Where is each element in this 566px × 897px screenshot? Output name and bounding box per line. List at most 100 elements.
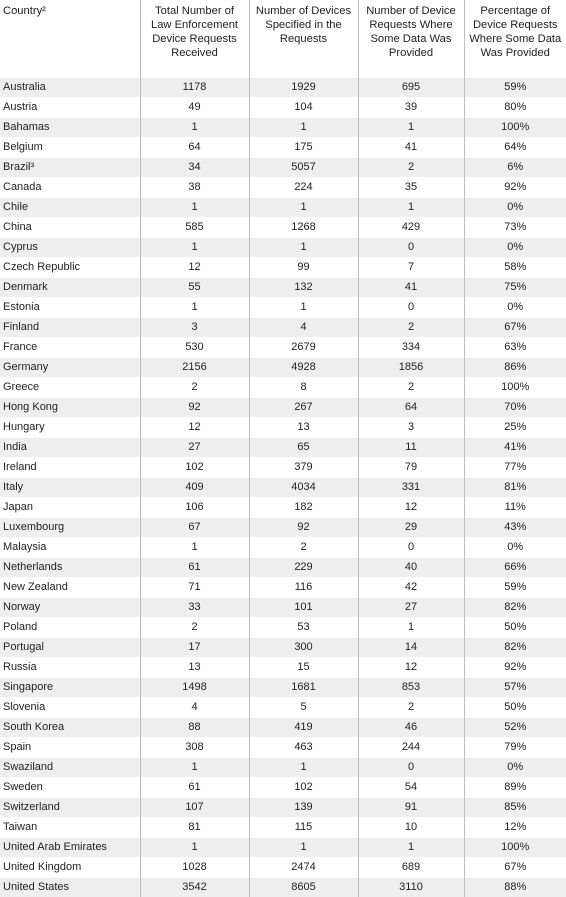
cell-total-requests: 61 bbox=[140, 778, 249, 798]
cell-percentage-data-provided: 0% bbox=[464, 298, 566, 318]
cell-country: Japan bbox=[0, 498, 140, 518]
cell-devices-specified: 13 bbox=[249, 418, 358, 438]
cell-total-requests: 530 bbox=[140, 338, 249, 358]
cell-total-requests: 67 bbox=[140, 518, 249, 538]
cell-total-requests: 3 bbox=[140, 318, 249, 338]
cell-total-requests: 12 bbox=[140, 418, 249, 438]
cell-requests-data-provided: 40 bbox=[358, 558, 464, 578]
cell-country: United Kingdom bbox=[0, 858, 140, 878]
cell-country: Switzerland bbox=[0, 798, 140, 818]
cell-total-requests: 1 bbox=[140, 538, 249, 558]
cell-percentage-data-provided: 100% bbox=[464, 838, 566, 858]
cell-country: Luxembourg bbox=[0, 518, 140, 538]
cell-percentage-data-provided: 50% bbox=[464, 618, 566, 638]
cell-country: Germany bbox=[0, 358, 140, 378]
cell-country: United States bbox=[0, 878, 140, 897]
cell-percentage-data-provided: 12% bbox=[464, 818, 566, 838]
cell-requests-data-provided: 1856 bbox=[358, 358, 464, 378]
cell-country: Belgium bbox=[0, 138, 140, 158]
cell-total-requests: 4 bbox=[140, 698, 249, 718]
cell-devices-specified: 2474 bbox=[249, 858, 358, 878]
cell-country: Poland bbox=[0, 618, 140, 638]
cell-percentage-data-provided: 67% bbox=[464, 858, 566, 878]
cell-devices-specified: 8 bbox=[249, 378, 358, 398]
cell-requests-data-provided: 429 bbox=[358, 218, 464, 238]
cell-devices-specified: 4928 bbox=[249, 358, 358, 378]
cell-requests-data-provided: 3 bbox=[358, 418, 464, 438]
cell-total-requests: 1 bbox=[140, 838, 249, 858]
cell-requests-data-provided: 244 bbox=[358, 738, 464, 758]
cell-requests-data-provided: 7 bbox=[358, 258, 464, 278]
cell-total-requests: 308 bbox=[140, 738, 249, 758]
cell-devices-specified: 4034 bbox=[249, 478, 358, 498]
cell-country: Russia bbox=[0, 658, 140, 678]
cell-total-requests: 2156 bbox=[140, 358, 249, 378]
cell-country: Hong Kong bbox=[0, 398, 140, 418]
cell-total-requests: 92 bbox=[140, 398, 249, 418]
cell-total-requests: 17 bbox=[140, 638, 249, 658]
cell-requests-data-provided: 2 bbox=[358, 318, 464, 338]
cell-requests-data-provided: 91 bbox=[358, 798, 464, 818]
cell-devices-specified: 101 bbox=[249, 598, 358, 618]
cell-total-requests: 1 bbox=[140, 198, 249, 218]
cell-percentage-data-provided: 100% bbox=[464, 378, 566, 398]
cell-percentage-data-provided: 0% bbox=[464, 758, 566, 778]
cell-devices-specified: 102 bbox=[249, 778, 358, 798]
cell-percentage-data-provided: 86% bbox=[464, 358, 566, 378]
header-requests-data-provided: Number of Device Requests Where Some Dat… bbox=[358, 0, 464, 78]
cell-country: Hungary bbox=[0, 418, 140, 438]
cell-requests-data-provided: 64 bbox=[358, 398, 464, 418]
cell-devices-specified: 175 bbox=[249, 138, 358, 158]
cell-percentage-data-provided: 81% bbox=[464, 478, 566, 498]
cell-country: Cyprus bbox=[0, 238, 140, 258]
cell-country: China bbox=[0, 218, 140, 238]
cell-devices-specified: 1 bbox=[249, 238, 358, 258]
cell-devices-specified: 419 bbox=[249, 718, 358, 738]
cell-total-requests: 1 bbox=[140, 758, 249, 778]
cell-total-requests: 49 bbox=[140, 98, 249, 118]
cell-percentage-data-provided: 79% bbox=[464, 738, 566, 758]
cell-devices-specified: 1 bbox=[249, 298, 358, 318]
cell-requests-data-provided: 0 bbox=[358, 238, 464, 258]
cell-percentage-data-provided: 66% bbox=[464, 558, 566, 578]
cell-devices-specified: 300 bbox=[249, 638, 358, 658]
cell-country: Chile bbox=[0, 198, 140, 218]
cell-devices-specified: 182 bbox=[249, 498, 358, 518]
cell-total-requests: 2 bbox=[140, 378, 249, 398]
cell-percentage-data-provided: 80% bbox=[464, 98, 566, 118]
cell-percentage-data-provided: 25% bbox=[464, 418, 566, 438]
cell-total-requests: 34 bbox=[140, 158, 249, 178]
header-country: Country² bbox=[0, 0, 140, 78]
cell-percentage-data-provided: 88% bbox=[464, 878, 566, 897]
cell-country: Ireland bbox=[0, 458, 140, 478]
cell-requests-data-provided: 39 bbox=[358, 98, 464, 118]
cell-country: Australia bbox=[0, 78, 140, 98]
cell-country: Spain bbox=[0, 738, 140, 758]
cell-total-requests: 3542 bbox=[140, 878, 249, 897]
cell-percentage-data-provided: 0% bbox=[464, 538, 566, 558]
cell-total-requests: 102 bbox=[140, 458, 249, 478]
cell-requests-data-provided: 2 bbox=[358, 378, 464, 398]
cell-devices-specified: 53 bbox=[249, 618, 358, 638]
cell-devices-specified: 2679 bbox=[249, 338, 358, 358]
cell-requests-data-provided: 41 bbox=[358, 138, 464, 158]
cell-country: India bbox=[0, 438, 140, 458]
cell-requests-data-provided: 0 bbox=[358, 538, 464, 558]
